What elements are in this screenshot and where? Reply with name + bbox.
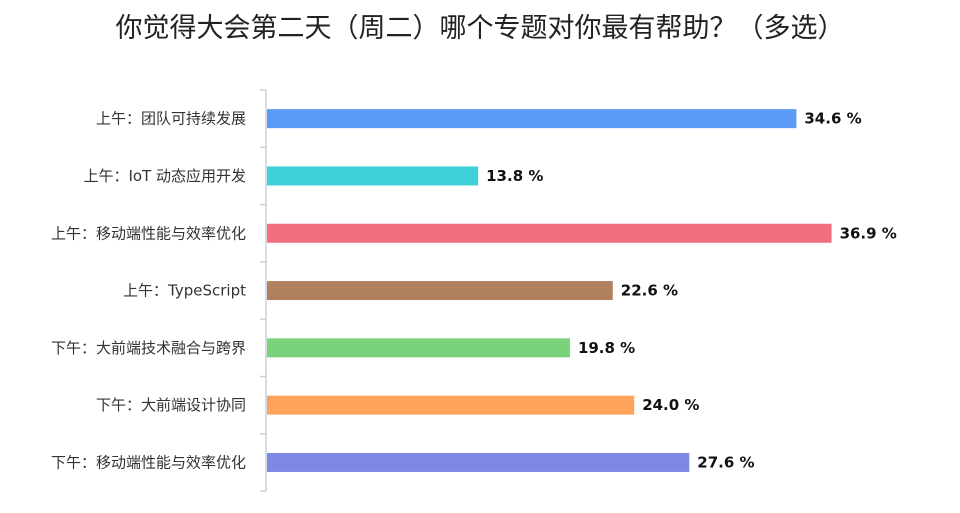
bar bbox=[267, 338, 570, 358]
category-label: 上午：TypeScript bbox=[123, 282, 246, 300]
value-label: 22.6 % bbox=[621, 282, 678, 300]
category-label: 下午：大前端设计协同 bbox=[96, 396, 246, 414]
bar bbox=[267, 223, 832, 243]
value-label: 24.0 % bbox=[642, 396, 699, 414]
category-label: 上午：IoT 动态应用开发 bbox=[83, 167, 246, 185]
value-label: 27.6 % bbox=[697, 453, 754, 471]
value-label: 34.6 % bbox=[804, 110, 861, 128]
category-label: 下午：大前端技术融合与跨界 bbox=[51, 339, 246, 357]
bar bbox=[267, 281, 613, 301]
bar bbox=[267, 452, 690, 472]
category-label: 上午：移动端性能与效率优化 bbox=[51, 224, 246, 242]
category-label: 上午：团队可持续发展 bbox=[96, 110, 246, 128]
bar bbox=[267, 109, 797, 129]
bar bbox=[267, 166, 479, 186]
value-label: 13.8 % bbox=[486, 167, 543, 185]
value-label: 19.8 % bbox=[578, 339, 635, 357]
chart-title: 你觉得大会第二天（周二）哪个专题对你最有帮助？（多选） bbox=[115, 13, 845, 44]
category-label: 下午：移动端性能与效率优化 bbox=[51, 453, 246, 471]
value-label: 36.9 % bbox=[840, 224, 897, 242]
bar bbox=[267, 395, 635, 415]
